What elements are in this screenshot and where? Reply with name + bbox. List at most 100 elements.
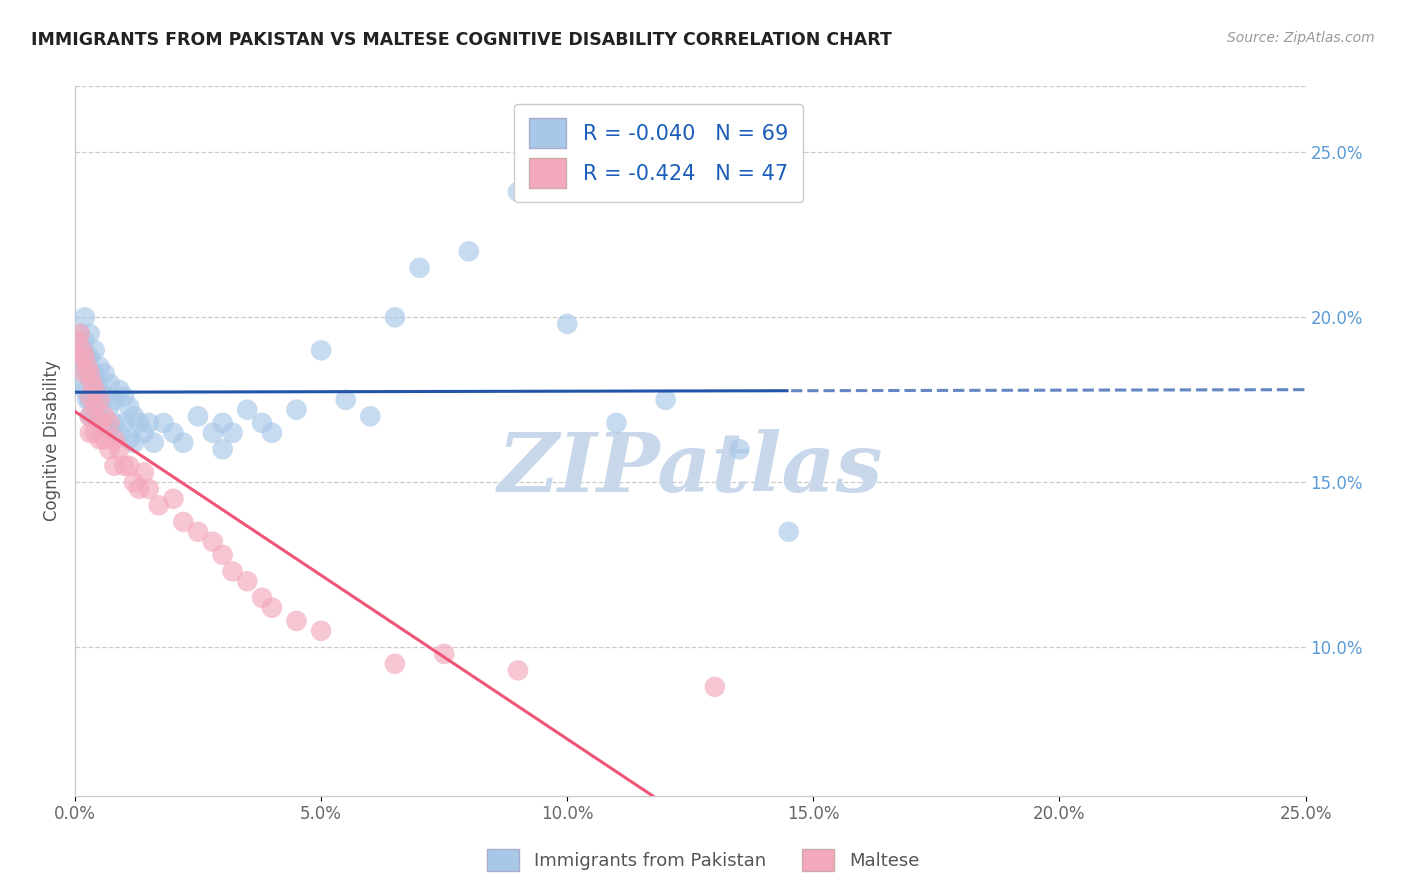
- Point: [309, 343, 332, 358]
- Point: [128, 482, 150, 496]
- Point: [250, 416, 273, 430]
- Point: [187, 524, 209, 539]
- Point: [142, 435, 165, 450]
- Point: [76, 359, 98, 374]
- Point: [83, 409, 105, 424]
- Point: [83, 390, 105, 404]
- Point: [103, 416, 125, 430]
- Point: [122, 409, 145, 424]
- Point: [108, 383, 131, 397]
- Point: [506, 185, 529, 199]
- Point: [112, 416, 135, 430]
- Point: [236, 402, 259, 417]
- Point: [408, 260, 430, 275]
- Point: [132, 466, 155, 480]
- Legend: Immigrants from Pakistan, Maltese: Immigrants from Pakistan, Maltese: [479, 842, 927, 879]
- Point: [108, 442, 131, 457]
- Point: [250, 591, 273, 605]
- Point: [433, 647, 456, 661]
- Point: [98, 416, 121, 430]
- Point: [93, 433, 115, 447]
- Point: [260, 425, 283, 440]
- Point: [73, 359, 96, 374]
- Point: [112, 458, 135, 473]
- Point: [103, 392, 125, 407]
- Point: [118, 400, 141, 414]
- Point: [79, 390, 101, 404]
- Point: [103, 458, 125, 473]
- Point: [72, 343, 94, 358]
- Point: [506, 664, 529, 678]
- Point: [93, 367, 115, 381]
- Point: [93, 390, 115, 404]
- Point: [69, 359, 91, 374]
- Point: [98, 442, 121, 457]
- Text: Source: ZipAtlas.com: Source: ZipAtlas.com: [1227, 31, 1375, 45]
- Point: [89, 416, 111, 430]
- Point: [703, 680, 725, 694]
- Point: [66, 343, 89, 358]
- Point: [83, 425, 105, 440]
- Point: [79, 350, 101, 364]
- Point: [69, 326, 91, 341]
- Text: ZIPatlas: ZIPatlas: [498, 429, 883, 509]
- Point: [335, 392, 357, 407]
- Point: [728, 442, 751, 457]
- Point: [211, 442, 233, 457]
- Point: [148, 499, 170, 513]
- Point: [89, 392, 111, 407]
- Point: [778, 524, 800, 539]
- Point: [285, 402, 308, 417]
- Point: [260, 600, 283, 615]
- Point: [122, 435, 145, 450]
- Point: [72, 376, 94, 391]
- Point: [73, 310, 96, 325]
- Point: [128, 416, 150, 430]
- Point: [83, 367, 105, 381]
- Point: [187, 409, 209, 424]
- Point: [384, 657, 406, 671]
- Point: [73, 334, 96, 348]
- Point: [162, 425, 184, 440]
- Point: [285, 614, 308, 628]
- Point: [73, 350, 96, 364]
- Point: [79, 367, 101, 381]
- Point: [118, 433, 141, 447]
- Point: [138, 482, 160, 496]
- Point: [89, 359, 111, 374]
- Point: [605, 416, 627, 430]
- Point: [555, 317, 578, 331]
- Point: [152, 416, 174, 430]
- Legend: R = -0.040   N = 69, R = -0.424   N = 47: R = -0.040 N = 69, R = -0.424 N = 47: [515, 103, 803, 202]
- Point: [122, 475, 145, 490]
- Point: [309, 624, 332, 638]
- Point: [98, 376, 121, 391]
- Point: [112, 390, 135, 404]
- Point: [384, 310, 406, 325]
- Point: [82, 367, 104, 381]
- Point: [93, 416, 115, 430]
- Point: [201, 425, 224, 440]
- Point: [69, 350, 91, 364]
- Point: [103, 433, 125, 447]
- Point: [211, 416, 233, 430]
- Point: [76, 350, 98, 364]
- Point: [108, 425, 131, 440]
- Text: IMMIGRANTS FROM PAKISTAN VS MALTESE COGNITIVE DISABILITY CORRELATION CHART: IMMIGRANTS FROM PAKISTAN VS MALTESE COGN…: [31, 31, 891, 49]
- Point: [72, 336, 94, 351]
- Point: [162, 491, 184, 506]
- Point: [221, 565, 243, 579]
- Point: [89, 402, 111, 417]
- Point: [98, 400, 121, 414]
- Point: [83, 400, 105, 414]
- Point: [89, 383, 111, 397]
- Point: [73, 383, 96, 397]
- Point: [118, 458, 141, 473]
- Point: [66, 334, 89, 348]
- Point: [86, 376, 108, 391]
- Point: [172, 515, 194, 529]
- Point: [221, 425, 243, 440]
- Point: [359, 409, 381, 424]
- Point: [89, 433, 111, 447]
- Point: [236, 574, 259, 589]
